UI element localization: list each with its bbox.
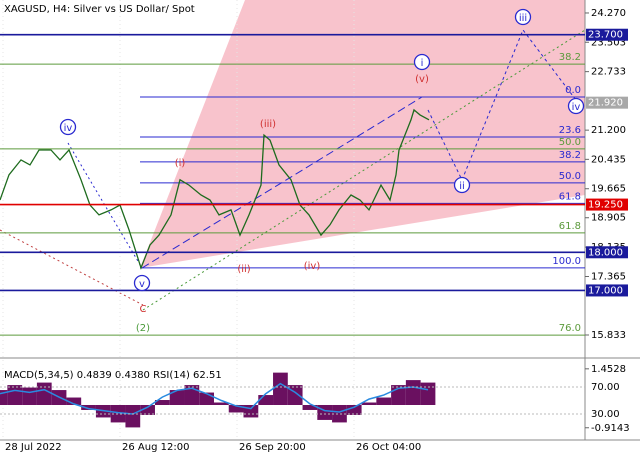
level-label: 19.250 (588, 200, 623, 211)
wave-guide (141, 96, 423, 269)
y-tick-label: 23.503 (591, 37, 626, 48)
macd-bar (66, 397, 82, 405)
wave-label: iv (572, 102, 581, 113)
macd-bar (81, 404, 96, 410)
wave-label: (2) (136, 323, 150, 334)
macd-bar (22, 387, 37, 405)
y-tick-label: 18.905 (591, 213, 626, 224)
y-tick-label: 20.435 (591, 154, 626, 165)
wave-guide (67, 142, 143, 269)
level-box (586, 284, 628, 297)
indicator-tick-label: -0.9143 (591, 423, 630, 434)
macd-bar (169, 390, 185, 405)
macd-bar (0, 390, 8, 405)
y-tick-label: 15.833 (591, 330, 626, 341)
wave-circle (59, 118, 77, 136)
y-tick-label: 19.665 (591, 184, 626, 195)
macd-bar (140, 404, 155, 415)
wave-guide (142, 29, 586, 311)
wave-circle (567, 97, 585, 115)
macd-bar (273, 372, 288, 405)
macd-bar (214, 402, 229, 405)
level-label: 23.700 (588, 30, 623, 41)
wave-circle (453, 176, 471, 194)
y-tick-label: 22.733 (591, 67, 626, 78)
chart-title: XAGUSD, H4: Silver vs US Dollar/ Spot (4, 4, 195, 15)
macd-bar (317, 404, 333, 420)
x-tick-label: 26 Oct 04:00 (356, 442, 421, 453)
macd-bar (36, 382, 52, 405)
x-tick-label: 26 Aug 12:00 (122, 442, 189, 453)
wave-circle (514, 8, 532, 26)
macd-bar (405, 380, 421, 405)
fib-label: 61.8 (559, 191, 581, 202)
level-box (586, 96, 628, 109)
wave-label: iv (64, 123, 73, 134)
y-tick-label: 17.365 (591, 272, 626, 283)
wave-label: ii (459, 181, 465, 192)
wave-circle (413, 53, 431, 71)
x-tick-label: 26 Sep 20:00 (239, 442, 306, 453)
wedge (140, 0, 585, 268)
fib-label: 50.0 (559, 171, 581, 182)
wave-label: C (140, 304, 147, 315)
fib-label: 0.0 (565, 85, 581, 96)
macd-bar (110, 404, 126, 423)
macd-bar (376, 397, 392, 405)
macd-bar (243, 404, 259, 418)
level-label: 18.000 (588, 247, 623, 258)
macd-bar (154, 400, 170, 405)
level-box (586, 246, 628, 259)
fib-label: 50.0 (559, 137, 581, 148)
fib-label: 100.0 (552, 256, 581, 267)
indicator-label: MACD(5,34,5) 0.4839 0.4380 RSI(14) 62.51 (4, 370, 222, 381)
indicator-tick-label: 30.00 (591, 409, 620, 420)
level-label: 21.920 (588, 98, 623, 109)
fib-label: 23.6 (559, 125, 581, 136)
wave-label: (v) (415, 74, 429, 85)
macd-bar (7, 385, 23, 405)
fib-label: 38.2 (559, 52, 581, 63)
wave-projection (427, 28, 577, 182)
price-line (0, 108, 430, 270)
wave-label: iii (519, 13, 527, 24)
x-tick-label: 28 Jul 2022 (5, 442, 62, 453)
indicator-tick-label: 70.00 (591, 382, 620, 393)
y-tick-label: 24.270 (591, 8, 626, 19)
wave-circle (133, 274, 151, 292)
wave-label: (i) (175, 158, 186, 169)
wave-label: (iv) (304, 261, 321, 272)
level-box (586, 198, 628, 211)
macd-bar (302, 404, 318, 410)
macd-bar (287, 385, 303, 405)
rsi-line (0, 382, 429, 415)
fib-label: 38.2 (559, 150, 581, 161)
wave-label: (iii) (260, 119, 276, 130)
wave-label: (ii) (237, 264, 250, 275)
macd-bar (125, 404, 141, 428)
macd-bar (346, 404, 362, 415)
level-label: 17.000 (588, 285, 623, 296)
level-box (586, 28, 628, 41)
macd-bar (258, 395, 274, 405)
wave-label: v (139, 279, 145, 290)
fib-label: 76.0 (559, 323, 581, 334)
wave-guide (0, 229, 144, 306)
macd-bar (420, 382, 436, 405)
macd-bar (361, 402, 377, 405)
fib-label: 61.8 (559, 221, 581, 232)
macd-bar (228, 404, 244, 413)
y-tick-label: 21.200 (591, 125, 626, 136)
macd-bar (332, 404, 347, 423)
wave-label: i (421, 58, 424, 69)
indicator-tick-label: 1.4528 (591, 364, 626, 375)
